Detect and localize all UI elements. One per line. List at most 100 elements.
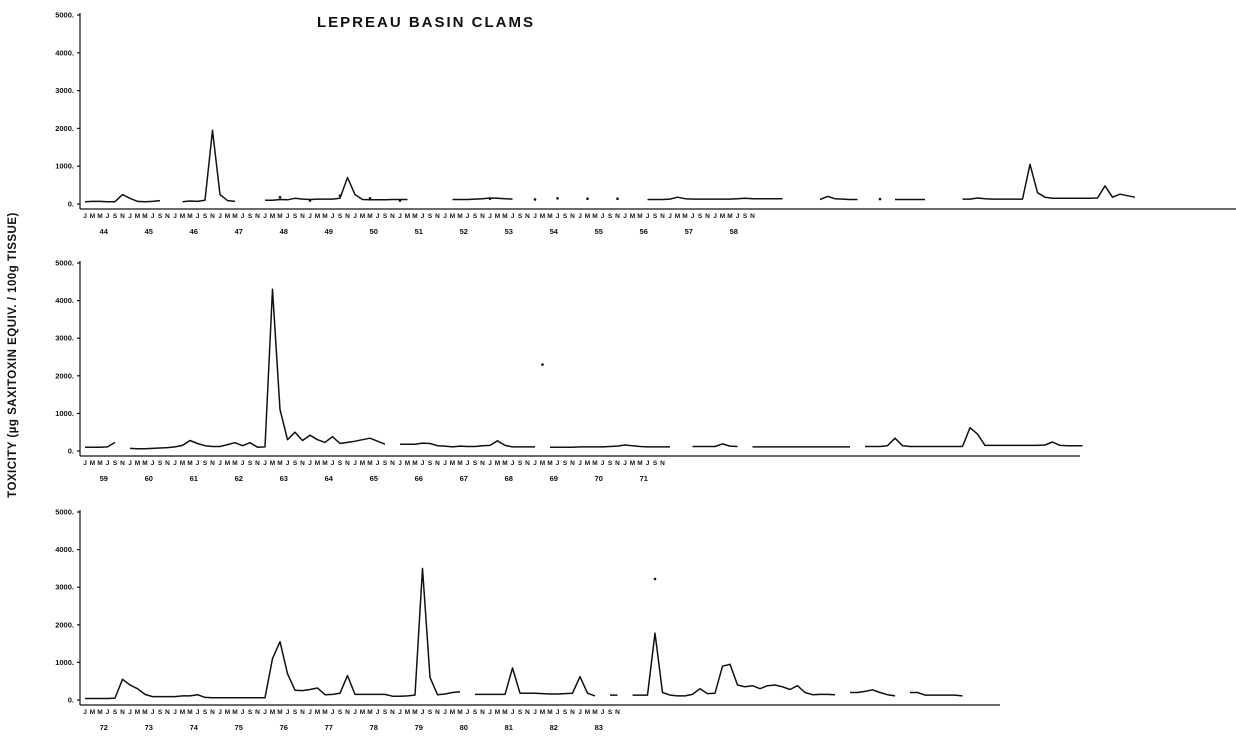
month-tick-label: M: [225, 460, 230, 467]
month-tick-label: N: [390, 213, 395, 220]
month-tick-label: N: [435, 709, 440, 716]
month-tick-label: M: [412, 709, 417, 716]
month-tick-label: M: [405, 709, 410, 716]
month-tick-label: M: [232, 213, 237, 220]
data-point: [556, 197, 559, 200]
month-tick-label: N: [435, 460, 440, 467]
month-tick-label: J: [106, 460, 110, 467]
month-tick-label: N: [750, 213, 755, 220]
month-tick-label: S: [518, 709, 523, 716]
month-tick-label: J: [398, 213, 402, 220]
y-tick-label: 0.: [68, 447, 74, 456]
month-tick-label: J: [398, 460, 402, 467]
month-tick-label: J: [353, 213, 357, 220]
y-tick-label: 5000.: [55, 259, 74, 268]
year-label: 76: [280, 723, 288, 732]
year-label: 80: [460, 723, 468, 732]
month-tick-label: J: [376, 213, 380, 220]
month-tick-label: M: [135, 460, 140, 467]
month-tick-label: N: [165, 460, 170, 467]
series-segment: [400, 440, 535, 448]
month-tick-label: M: [315, 460, 320, 467]
year-label: 51: [415, 227, 423, 236]
y-axis-label: TOXICITY (µg SAXITOXIN EQUIV. / 100g TIS…: [7, 212, 19, 498]
year-label: 79: [415, 723, 423, 732]
month-tick-label: M: [495, 213, 500, 220]
month-tick-label: J: [173, 213, 177, 220]
month-tick-label: N: [210, 213, 215, 220]
month-tick-label: M: [450, 460, 455, 467]
month-tick-label: J: [263, 709, 267, 716]
year-label: 67: [460, 474, 468, 483]
month-tick-label: M: [367, 213, 372, 220]
month-tick-label: M: [592, 460, 597, 467]
series-segment: [129, 288, 386, 450]
month-tick-label: M: [97, 460, 102, 467]
month-tick-label: N: [300, 213, 305, 220]
year-label: 66: [415, 474, 423, 483]
y-tick-label: 0.: [68, 696, 74, 705]
month-tick-label: M: [592, 213, 597, 220]
month-tick-label: J: [601, 709, 605, 716]
month-tick-label: N: [570, 709, 575, 716]
month-tick-label: J: [376, 460, 380, 467]
panel-1: 0.1000.2000.3000.4000.5000.J M M J S N J M M J S N J…: [55, 11, 1236, 236]
month-tick-label: M: [142, 213, 147, 220]
month-tick-label: S: [158, 709, 163, 716]
series-segment: [865, 426, 1083, 448]
month-tick-label: J: [713, 213, 717, 220]
month-tick-label: S: [608, 213, 613, 220]
month-tick-label: S: [338, 460, 343, 467]
month-tick-label: N: [120, 213, 125, 220]
month-tick-label: N: [480, 213, 485, 220]
month-tick-label: N: [390, 709, 395, 716]
month-tick-label: M: [547, 709, 552, 716]
month-tick-label: J: [443, 460, 447, 467]
month-tick-label: M: [457, 460, 462, 467]
month-tick-label: J: [601, 213, 605, 220]
month-tick-label: M: [142, 460, 147, 467]
month-tick-label: M: [412, 460, 417, 467]
y-tick-label: 1000.: [55, 162, 74, 171]
month-tick-label: M: [135, 709, 140, 716]
month-tick-label: N: [165, 213, 170, 220]
month-tick-label: N: [660, 460, 665, 467]
month-tick-label: M: [187, 709, 192, 716]
month-tick-label: J: [263, 213, 267, 220]
month-tick-label: M: [97, 709, 102, 716]
series-segment: [692, 443, 738, 448]
series-segment: [850, 689, 896, 697]
month-tick-label: J: [376, 709, 380, 716]
month-tick-label: J: [398, 709, 402, 716]
month-tick-label: N: [300, 460, 305, 467]
month-tick-label: J: [353, 460, 357, 467]
series-segment: [85, 441, 116, 448]
month-tick-label: M: [322, 709, 327, 716]
month-tick-label: M: [270, 213, 275, 220]
month-tick-label: N: [705, 213, 710, 220]
month-tick-label: J: [128, 213, 132, 220]
year-label: 69: [550, 474, 558, 483]
month-tick-label: S: [248, 460, 253, 467]
month-tick-label: S: [428, 709, 433, 716]
y-tick-label: 2000.: [55, 124, 74, 133]
month-tick-label: M: [585, 213, 590, 220]
month-tick-label: S: [563, 460, 568, 467]
month-tick-label: J: [578, 709, 582, 716]
month-tick-label: S: [473, 213, 478, 220]
month-tick-label: J: [331, 460, 335, 467]
month-tick-label: M: [232, 709, 237, 716]
month-tick-label: M: [180, 709, 185, 716]
panels-layer: 0.1000.2000.3000.4000.5000.J M M J S N J M M J S N J…: [55, 11, 1236, 732]
panel-2: 0.1000.2000.3000.4000.5000.J M M J S N J M M J S N J…: [55, 259, 1083, 483]
month-tick-label: M: [727, 213, 732, 220]
data-point: [308, 199, 312, 202]
month-tick-label: J: [623, 213, 627, 220]
series-segment: [550, 444, 670, 448]
series-segment: [84, 193, 161, 203]
month-tick-label: M: [540, 213, 545, 220]
data-point: [586, 197, 589, 201]
year-label: 47: [235, 227, 243, 236]
series-segment: [85, 567, 461, 700]
month-tick-label: S: [248, 709, 253, 716]
